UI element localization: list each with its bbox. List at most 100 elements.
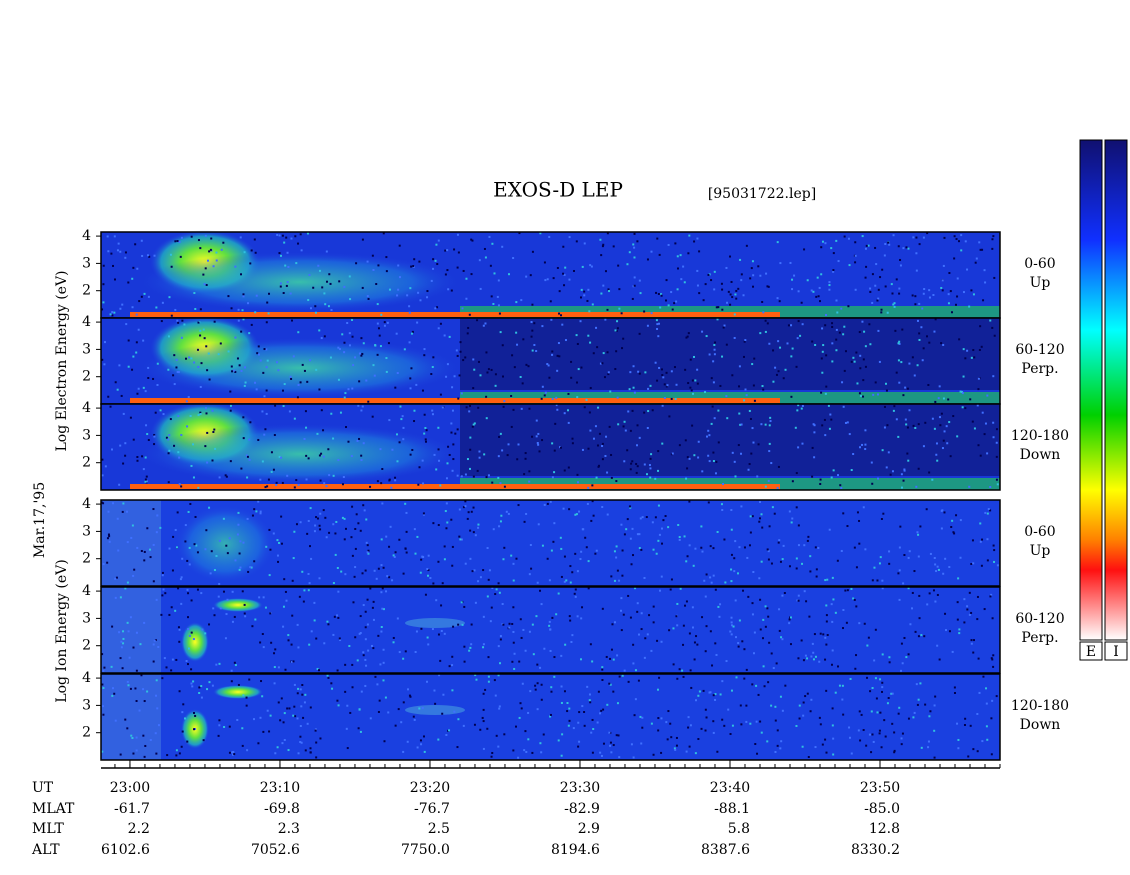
spectrogram-noise — [685, 750, 688, 753]
spectrogram-noise — [985, 725, 988, 728]
spectrogram-noise — [680, 278, 683, 281]
spectrogram-noise — [132, 266, 135, 269]
spectrogram-noise — [413, 528, 416, 531]
spectrogram-noise — [729, 255, 732, 258]
ephemeris-value: -82.9 — [564, 801, 600, 817]
spectrogram-noise — [739, 258, 742, 261]
spectrogram-noise — [989, 485, 992, 488]
spectrogram-noise — [177, 415, 180, 418]
spectrogram-noise — [531, 623, 534, 626]
spectrogram-noise — [114, 719, 117, 722]
spectrogram-noise — [422, 512, 425, 515]
spectrogram-noise — [966, 268, 969, 271]
spectrogram-noise — [230, 307, 233, 310]
spectrogram-noise — [299, 688, 302, 691]
spectrogram-noise — [378, 699, 381, 702]
spectrogram-noise — [387, 342, 390, 345]
spectrogram-noise — [743, 546, 746, 549]
spectrogram-noise — [242, 416, 245, 419]
spectrogram-noise — [911, 591, 914, 594]
spectrogram-noise — [155, 531, 158, 534]
spectrogram-noise — [551, 476, 554, 479]
spectrogram-noise — [705, 435, 708, 438]
spectrogram-noise — [404, 547, 407, 550]
spectrogram-noise — [308, 273, 311, 276]
spectrogram-noise — [780, 636, 783, 639]
spectrogram-noise — [101, 501, 104, 504]
spectrogram-noise — [595, 476, 598, 479]
spectrogram-noise — [579, 296, 582, 299]
spectrogram-noise — [770, 562, 773, 565]
spectrogram-noise — [697, 440, 700, 443]
spectrogram-noise — [307, 589, 310, 592]
spectrogram-noise — [809, 570, 812, 573]
spectrogram-noise — [953, 532, 956, 535]
spectrogram-noise — [420, 558, 423, 561]
spectrogram-noise — [567, 392, 570, 395]
spectrogram-noise — [277, 560, 280, 563]
spectrogram-noise — [354, 527, 357, 530]
spectrogram-noise — [161, 677, 164, 680]
spectrogram-noise — [972, 293, 975, 296]
spectrogram-noise — [403, 348, 406, 351]
spectrogram-noise — [549, 713, 552, 716]
spectrogram-noise — [948, 421, 951, 424]
spectrogram-noise — [457, 397, 460, 400]
x-tick-label: 23:40 — [710, 780, 750, 796]
spectrogram-noise — [462, 359, 465, 362]
spectrogram-noise — [953, 692, 956, 695]
spectrogram-noise — [599, 751, 602, 754]
spectrogram-noise — [709, 545, 712, 548]
spectrogram-noise — [386, 321, 389, 324]
spectrogram-noise — [658, 533, 661, 536]
spectrogram-noise — [204, 445, 207, 448]
spectrogram-noise — [878, 360, 881, 363]
spectrogram-noise — [103, 363, 106, 366]
spectrogram-noise — [945, 425, 948, 428]
spectrogram-noise — [542, 733, 545, 736]
spectrogram-noise — [503, 546, 506, 549]
spectrogram-noise — [204, 234, 207, 237]
spectrogram-noise — [630, 462, 633, 465]
spectrogram-noise — [884, 735, 887, 738]
spectrogram-noise — [127, 339, 130, 342]
spectrogram-noise — [708, 434, 711, 437]
spectrogram-noise — [652, 753, 655, 756]
spectrogram-noise — [472, 423, 475, 426]
spectrogram-noise — [560, 685, 563, 688]
spectrogram-noise — [825, 604, 828, 607]
spectrogram-noise — [278, 455, 281, 458]
spectrogram-noise — [959, 556, 962, 559]
spectrogram-noise — [162, 413, 165, 416]
spectrogram-noise — [646, 633, 649, 636]
spectrogram-noise — [358, 708, 361, 711]
spectrogram-noise — [251, 514, 254, 517]
spectrogram-noise — [712, 731, 715, 734]
spectrogram-noise — [501, 344, 504, 347]
spectrogram-noise — [379, 663, 382, 666]
spectrogram-noise — [700, 727, 703, 730]
spectrogram-noise — [377, 634, 380, 637]
spectrogram-noise — [696, 269, 699, 272]
spectrogram-noise — [183, 323, 186, 326]
spectrogram-noise — [918, 617, 921, 620]
spectrogram-noise — [485, 395, 488, 398]
spectrogram-noise — [296, 623, 299, 626]
spectrogram-noise — [650, 312, 653, 315]
spectrogram-noise — [651, 521, 654, 524]
spectrogram-noise — [897, 245, 900, 248]
spectrogram-noise — [266, 485, 269, 488]
spectrogram-noise — [646, 324, 649, 327]
spectrogram-noise — [971, 539, 974, 542]
spectrogram-noise — [459, 341, 462, 344]
spectrogram-noise — [937, 397, 940, 400]
spectrogram-noise — [324, 303, 327, 306]
spectrogram-noise — [491, 587, 494, 590]
spectrogram-noise — [189, 414, 192, 417]
spectrogram-noise — [524, 452, 527, 455]
spectrogram-noise — [179, 255, 182, 258]
spectrogram-noise — [313, 601, 316, 604]
spectrogram-noise — [822, 344, 825, 347]
spectrogram-noise — [382, 679, 385, 682]
spectrogram-noise — [865, 244, 868, 247]
